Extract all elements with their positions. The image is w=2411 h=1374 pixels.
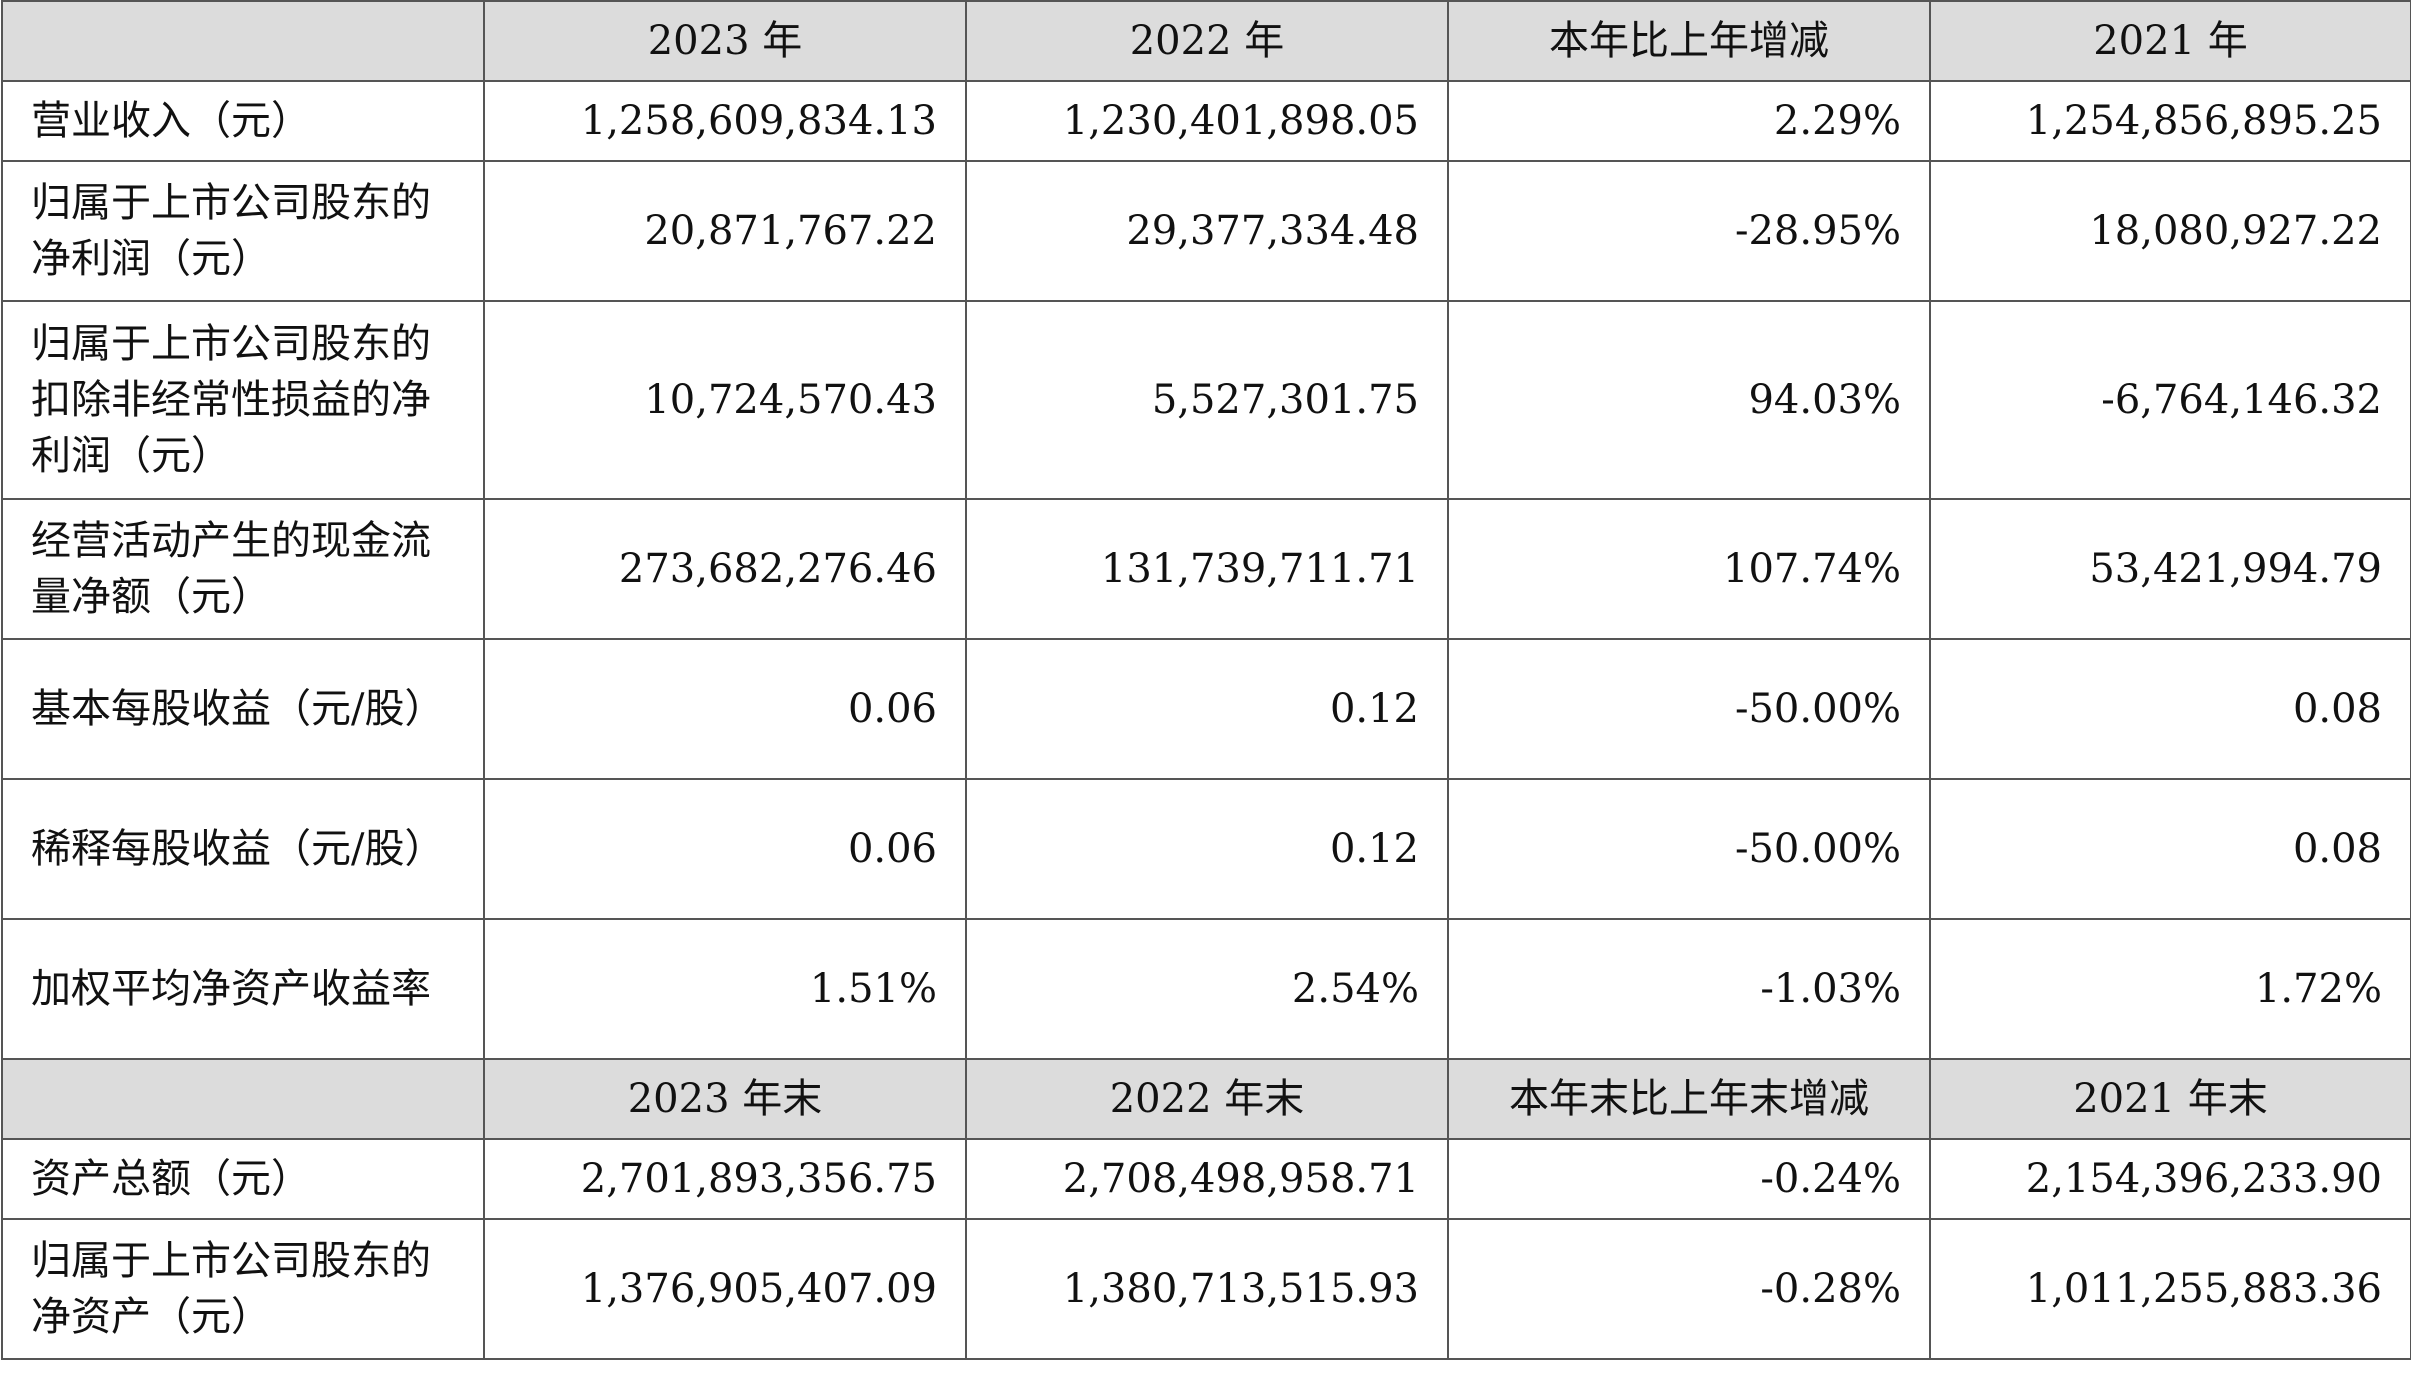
row-label: 基本每股收益（元/股） xyxy=(1,638,485,780)
row-label: 稀释每股收益（元/股） xyxy=(1,778,485,920)
value-2023: 2,701,893,356.75 xyxy=(483,1138,967,1220)
value-2022: 131,739,711.71 xyxy=(965,498,1449,640)
header-corner-cell xyxy=(1,0,485,82)
value-2023: 273,682,276.46 xyxy=(483,498,967,640)
header-2022-end: 2022 年末 xyxy=(965,1058,1449,1140)
value-2021: 0.08 xyxy=(1929,638,2411,780)
row-label: 加权平均净资产收益率 xyxy=(1,918,485,1060)
value-change: -0.28% xyxy=(1447,1218,1931,1360)
value-2022: 0.12 xyxy=(965,638,1449,780)
value-change: 107.74% xyxy=(1447,498,1931,640)
value-2023: 0.06 xyxy=(483,778,967,920)
value-2021: -6,764,146.32 xyxy=(1929,300,2411,500)
table-row-revenue: 营业收入（元） 1,258,609,834.13 1,230,401,898.0… xyxy=(1,80,2411,162)
value-2023: 1.51% xyxy=(483,918,967,1060)
value-change: 94.03% xyxy=(1447,300,1931,500)
header-2023: 2023 年 xyxy=(483,0,967,82)
value-2023: 0.06 xyxy=(483,638,967,780)
table-row-net-assets: 归属于上市公司股东的净资产（元） 1,376,905,407.09 1,380,… xyxy=(1,1218,2411,1360)
header-corner-cell xyxy=(1,1058,485,1140)
value-2021: 2,154,396,233.90 xyxy=(1929,1138,2411,1220)
value-2022: 1,230,401,898.05 xyxy=(965,80,1449,162)
header-2022: 2022 年 xyxy=(965,0,1449,82)
header-change: 本年比上年增减 xyxy=(1447,0,1931,82)
value-2021: 1,254,856,895.25 xyxy=(1929,80,2411,162)
table-row-net-profit-excl-nonrecurring: 归属于上市公司股东的扣除非经常性损益的净利润（元） 10,724,570.43 … xyxy=(1,300,2411,500)
value-2022: 1,380,713,515.93 xyxy=(965,1218,1449,1360)
row-label: 归属于上市公司股东的扣除非经常性损益的净利润（元） xyxy=(1,300,485,500)
value-2021: 18,080,927.22 xyxy=(1929,160,2411,302)
value-2023: 20,871,767.22 xyxy=(483,160,967,302)
row-label: 营业收入（元） xyxy=(1,80,485,162)
value-2022: 2,708,498,958.71 xyxy=(965,1138,1449,1220)
value-2021: 0.08 xyxy=(1929,778,2411,920)
value-2022: 29,377,334.48 xyxy=(965,160,1449,302)
header-row-annual: 2023 年 2022 年 本年比上年增减 2021 年 xyxy=(1,0,2411,82)
value-2022: 0.12 xyxy=(965,778,1449,920)
value-2021: 1,011,255,883.36 xyxy=(1929,1218,2411,1360)
row-label: 归属于上市公司股东的净利润（元） xyxy=(1,160,485,302)
header-row-year-end: 2023 年末 2022 年末 本年末比上年末增减 2021 年末 xyxy=(1,1058,2411,1140)
value-change: -28.95% xyxy=(1447,160,1931,302)
table-row-total-assets: 资产总额（元） 2,701,893,356.75 2,708,498,958.7… xyxy=(1,1138,2411,1220)
row-label: 归属于上市公司股东的净资产（元） xyxy=(1,1218,485,1360)
header-2021-end: 2021 年末 xyxy=(1929,1058,2411,1140)
value-2023: 10,724,570.43 xyxy=(483,300,967,500)
table-row-basic-eps: 基本每股收益（元/股） 0.06 0.12 -50.00% 0.08 xyxy=(1,638,2411,780)
header-change-end: 本年末比上年末增减 xyxy=(1447,1058,1931,1140)
row-label: 资产总额（元） xyxy=(1,1138,485,1220)
table-row-net-profit: 归属于上市公司股东的净利润（元） 20,871,767.22 29,377,33… xyxy=(1,160,2411,302)
row-label: 经营活动产生的现金流量净额（元） xyxy=(1,498,485,640)
value-2022: 5,527,301.75 xyxy=(965,300,1449,500)
header-2021: 2021 年 xyxy=(1929,0,2411,82)
value-2022: 2.54% xyxy=(965,918,1449,1060)
header-2023-end: 2023 年末 xyxy=(483,1058,967,1140)
table-row-diluted-eps: 稀释每股收益（元/股） 0.06 0.12 -50.00% 0.08 xyxy=(1,778,2411,920)
table-row-weighted-roe: 加权平均净资产收益率 1.51% 2.54% -1.03% 1.72% xyxy=(1,918,2411,1060)
value-2021: 53,421,994.79 xyxy=(1929,498,2411,640)
value-change: -0.24% xyxy=(1447,1138,1931,1220)
value-2023: 1,258,609,834.13 xyxy=(483,80,967,162)
value-change: 2.29% xyxy=(1447,80,1931,162)
table-row-operating-cash-flow: 经营活动产生的现金流量净额（元） 273,682,276.46 131,739,… xyxy=(1,498,2411,640)
value-2021: 1.72% xyxy=(1929,918,2411,1060)
value-2023: 1,376,905,407.09 xyxy=(483,1218,967,1360)
value-change: -50.00% xyxy=(1447,638,1931,780)
value-change: -50.00% xyxy=(1447,778,1931,920)
value-change: -1.03% xyxy=(1447,918,1931,1060)
